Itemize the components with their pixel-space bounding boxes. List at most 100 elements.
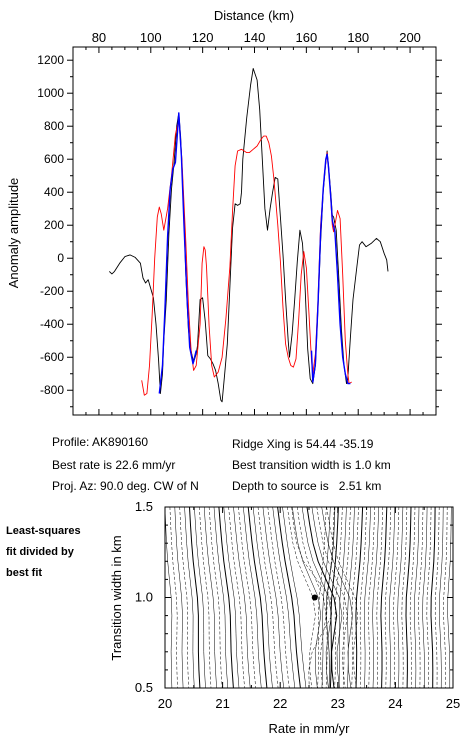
- contour-line: [376, 506, 383, 689]
- contour-line: [317, 506, 327, 689]
- profile-text: Profile: AK890160: [52, 435, 149, 449]
- contour-line: [252, 506, 273, 689]
- side-label-line-1: Least-squares: [6, 525, 81, 537]
- y-tick-label: 200: [44, 218, 64, 232]
- y-tick-label: 600: [44, 152, 64, 166]
- bottom-chart-frame: [164, 506, 454, 689]
- contour-line: [426, 506, 432, 689]
- bx-tick-label: 23: [331, 696, 345, 711]
- bx-tick-label: 21: [215, 696, 229, 711]
- best-rate-text: Best rate is 22.6 mm/yr: [52, 458, 176, 472]
- x-tick-label: 100: [140, 30, 162, 45]
- series-line: [108, 68, 389, 403]
- x-tick-label: 80: [92, 30, 106, 45]
- contour-line: [272, 506, 296, 689]
- contour-line: [243, 506, 262, 689]
- x-tick-label: 200: [399, 30, 421, 45]
- by-tick-label: 1.5: [135, 499, 153, 514]
- contour-line: [311, 506, 343, 689]
- contour-line: [233, 506, 251, 689]
- contour-line: [257, 506, 279, 689]
- contour-line: [247, 506, 268, 689]
- contour-line: [228, 506, 245, 689]
- contour-line: [184, 506, 195, 689]
- contour-line: [384, 506, 392, 689]
- contour-line: [262, 506, 284, 689]
- contour-line: [418, 506, 424, 689]
- y-tick-label: -400: [40, 317, 64, 331]
- side-label: Least-squares fit divided by best fit: [6, 521, 81, 584]
- contour-line: [389, 506, 396, 689]
- contour-line: [296, 506, 327, 689]
- series-line: [310, 153, 351, 385]
- y-tick-label: -800: [40, 383, 64, 397]
- contour-line: [301, 506, 332, 689]
- contour-line: [189, 506, 201, 689]
- contour-line: [430, 506, 436, 689]
- bottom-x-axis-label: Rate in mm/yr: [269, 721, 351, 736]
- bx-tick-label: 22: [273, 696, 287, 711]
- top-chart-frame: [72, 46, 437, 416]
- contour-line: [223, 506, 240, 689]
- contour-line: [169, 506, 178, 689]
- contour-line: [238, 506, 256, 689]
- contour-line: [422, 506, 428, 689]
- projection-azimuth-text: Proj. Az: 90.0 deg. CW of N: [52, 479, 199, 493]
- top-x-axis-label: Distance (km): [214, 8, 294, 23]
- contour-line: [351, 506, 359, 689]
- contour-line: [405, 506, 412, 689]
- contour-line: [325, 506, 335, 689]
- top-x-tick-labels: 80 100 120 140 160 180 200: [92, 30, 421, 45]
- x-tick-label: 180: [347, 30, 369, 45]
- contour-line: [199, 506, 212, 689]
- contour-line: [368, 506, 375, 689]
- bottom-chart-ticks: [164, 506, 454, 689]
- contour-line: [338, 506, 347, 689]
- contour-line: [342, 506, 351, 689]
- contour-line: [359, 506, 367, 689]
- contour-lines: [164, 506, 452, 689]
- contour-line: [334, 506, 343, 689]
- contour-line: [443, 506, 448, 689]
- contour-line: [208, 506, 223, 689]
- contour-line: [355, 506, 364, 689]
- contour-line: [434, 506, 440, 689]
- y-tick-label: 800: [44, 119, 64, 133]
- bx-tick-label: 24: [388, 696, 402, 711]
- contour-line: [325, 506, 336, 689]
- contour-line: [179, 506, 189, 689]
- y-tick-label: -200: [40, 284, 64, 298]
- contour-line: [397, 506, 404, 689]
- series-line: [158, 112, 197, 394]
- contour-line: [194, 506, 206, 689]
- contour-line: [287, 506, 316, 689]
- contour-line: [292, 506, 322, 689]
- bx-tick-label: 20: [158, 696, 172, 711]
- contour-line: [164, 506, 173, 689]
- y-tick-label: 1000: [37, 86, 64, 100]
- contour-line: [372, 506, 379, 689]
- side-label-line-3: best fit: [6, 567, 43, 579]
- y-tick-label: -600: [40, 350, 64, 364]
- y-tick-label: 0: [57, 251, 64, 265]
- contour-line: [380, 506, 388, 689]
- contour-line: [316, 506, 348, 689]
- contour-line: [306, 506, 338, 689]
- contour-line: [267, 506, 290, 689]
- by-tick-label: 0.5: [135, 680, 153, 695]
- contour-line: [414, 506, 420, 689]
- top-chart-series: [108, 68, 389, 403]
- best-transition-width-text: Best transition width is 1.0 km: [232, 458, 391, 472]
- contour-line: [329, 506, 339, 689]
- top-y-axis-label: Anomaly amplitude: [6, 178, 21, 289]
- contour-line: [321, 506, 331, 689]
- contour-line: [277, 506, 301, 689]
- contour-line: [393, 506, 400, 689]
- top-chart-ticks: [67, 47, 442, 415]
- x-tick-label: 120: [192, 30, 214, 45]
- depth-to-source-text: Depth to source is 2.51 km: [232, 479, 382, 493]
- contour-line: [439, 506, 444, 689]
- bottom-x-tick-labels: 20 21 22 23 24 25: [158, 696, 460, 711]
- contour-line: [213, 506, 229, 689]
